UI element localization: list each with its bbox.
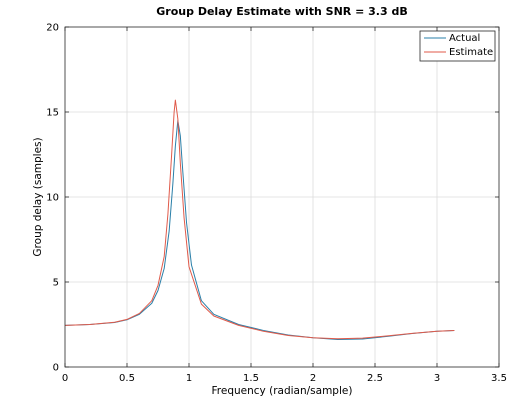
x-axis-label: Frequency (radian/sample) — [212, 385, 353, 397]
chart-title: Group Delay Estimate with SNR = 3.3 dB — [156, 5, 407, 18]
x-tick-label: 0 — [62, 373, 68, 384]
y-tick-label: 0 — [53, 363, 59, 374]
y-tick-label: 10 — [46, 193, 59, 204]
series-line-estimate — [64, 99, 455, 340]
series-layer — [64, 99, 455, 340]
legend: Actual Estimate — [419, 30, 496, 62]
y-tick-label: 20 — [46, 23, 59, 34]
x-tick-label: 3 — [434, 373, 440, 384]
y-tick-label: 5 — [53, 278, 59, 289]
legend-label-actual: Actual — [449, 33, 480, 44]
legend-label-estimate: Estimate — [449, 47, 493, 58]
x-tick-label: 3.5 — [491, 373, 507, 384]
x-tick-label: 2 — [310, 373, 316, 384]
x-tick-label: 1.5 — [243, 373, 259, 384]
x-tick-label: 2.5 — [367, 373, 383, 384]
ticks: 0 0.5 1 1.5 2 2.5 3 3.5 0 5 10 15 20 — [46, 23, 507, 385]
x-tick-label: 0.5 — [119, 373, 135, 384]
grid — [65, 27, 499, 367]
series-line-actual — [64, 120, 455, 340]
legend-box — [419, 30, 496, 62]
y-tick-label: 15 — [46, 108, 59, 119]
x-tick-label: 1 — [186, 373, 192, 384]
y-axis-label: Group delay (samples) — [32, 137, 44, 256]
